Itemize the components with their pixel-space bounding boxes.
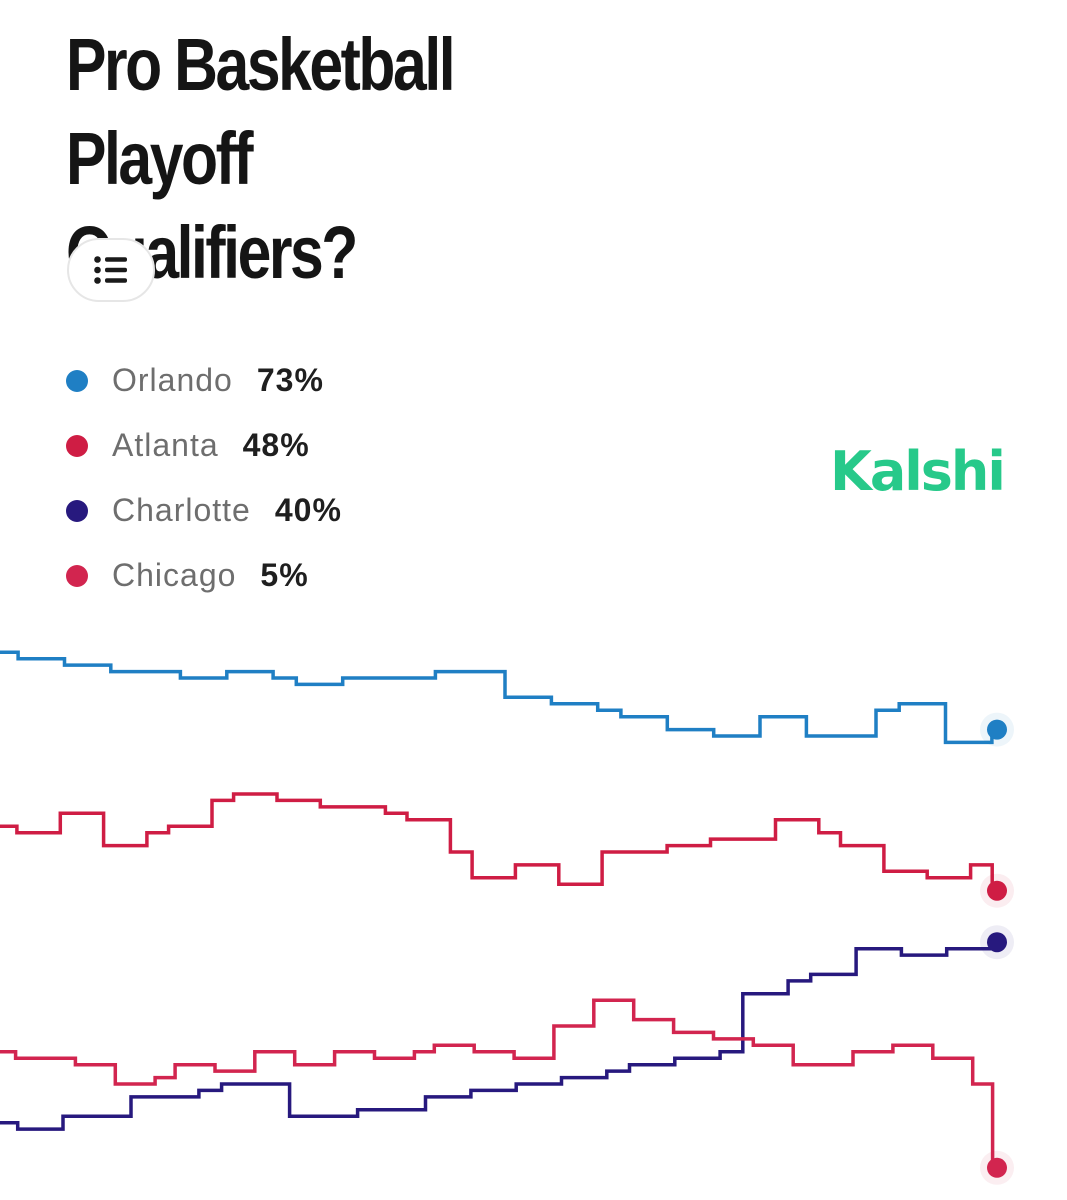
endpoint-dot-orlando[interactable] [987, 719, 1007, 740]
legend-item-orlando[interactable]: Orlando 73% [66, 348, 342, 413]
list-view-button[interactable] [67, 238, 155, 302]
legend-dot [66, 499, 88, 522]
line-chart [0, 650, 1014, 1185]
series-line-chicago [0, 998, 997, 1170]
legend-dot [66, 434, 88, 457]
legend-item-atlanta[interactable]: Atlanta 48% [66, 413, 342, 478]
page-title: Pro Basketball Playoff Qualifiers? [66, 18, 640, 300]
legend-dot [66, 564, 88, 587]
series-line-atlanta [0, 792, 997, 893]
legend-dot [66, 369, 88, 392]
legend-label: Charlotte [112, 492, 251, 528]
legend-value: 5% [260, 557, 309, 593]
legend-item-charlotte[interactable]: Charlotte 40% [66, 478, 342, 543]
legend-value: 48% [242, 427, 310, 463]
endpoint-dot-charlotte[interactable] [987, 932, 1007, 953]
legend-value: 73% [256, 362, 324, 398]
chart-legend: Orlando 73% Atlanta 48% Charlotte 40% Ch… [66, 348, 342, 608]
title-line-1: Pro Basketball Playoff [66, 23, 456, 200]
legend-label: Chicago [112, 557, 237, 593]
endpoint-dot-chicago[interactable] [987, 1157, 1007, 1178]
legend-label: Orlando [112, 362, 233, 398]
series-line-orlando [0, 650, 997, 745]
endpoint-dot-atlanta[interactable] [987, 880, 1007, 901]
legend-label: Atlanta [112, 427, 219, 463]
list-icon [94, 256, 127, 284]
series-line-charlotte [0, 940, 997, 1131]
legend-value: 40% [274, 492, 342, 528]
kalshi-logo: Kalshi [830, 440, 1006, 503]
legend-item-chicago[interactable]: Chicago 5% [66, 543, 342, 608]
